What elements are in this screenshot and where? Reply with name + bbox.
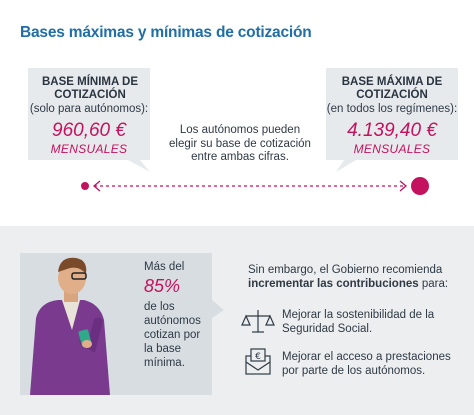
- max-period: MENSUALES: [353, 142, 431, 156]
- choice-text: Los autónomos pueden elegir su base de c…: [169, 124, 311, 163]
- stat-figure: 85%: [144, 276, 181, 296]
- min-period: MENSUALES: [50, 142, 128, 156]
- min-label: BASE MÍNIMA DE COTIZACIÓN: [41, 76, 139, 101]
- min-box: [28, 68, 150, 172]
- max-dot: [411, 177, 429, 195]
- arrow-left: [92, 180, 101, 192]
- min-amount: 960,60 €: [52, 120, 126, 141]
- rec-tail: para:: [421, 278, 449, 290]
- rec-emphasis: incrementar las contribuciones: [248, 278, 419, 290]
- min-note: (solo para autónomos):: [29, 103, 149, 115]
- person-illustration: [30, 257, 110, 395]
- rec-item: Mejorar el acceso a prestaciones por par…: [282, 351, 451, 377]
- stat-intro: Más del: [144, 261, 185, 273]
- max-amount: 4.139,40 €: [347, 120, 437, 141]
- rec-item: Mejorar la sostenibilidad de la Segurida…: [282, 309, 435, 335]
- min-dot: [81, 182, 89, 190]
- max-label: BASE MÁXIMA DE COTIZACIÓN: [341, 76, 443, 101]
- rec-intro: Sin embargo, el Gobierno recomienda: [248, 264, 443, 276]
- envelope-icon: €: [245, 348, 271, 375]
- arrow-right: [399, 180, 408, 192]
- recommendation: Sin embargo, el Gobierno recomienda incr…: [248, 263, 463, 291]
- stat-text: de los autónomos cotizan por la base mín…: [144, 301, 201, 369]
- title: Bases máximas y mínimas de cotización: [20, 24, 312, 41]
- max-box: [326, 68, 458, 172]
- max-note: (en todos los regímenes):: [326, 103, 458, 115]
- svg-text:€: €: [255, 352, 261, 362]
- scale-icon: [241, 310, 275, 333]
